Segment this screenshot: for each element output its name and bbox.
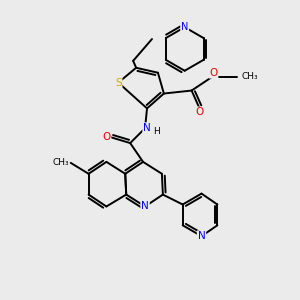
- Text: H: H: [154, 127, 160, 136]
- Text: CH₃: CH₃: [241, 72, 258, 81]
- Text: N: N: [143, 123, 151, 133]
- Text: O: O: [102, 132, 110, 142]
- Text: N: N: [198, 231, 206, 241]
- Text: O: O: [209, 68, 217, 78]
- Text: S: S: [115, 78, 122, 88]
- Text: N: N: [141, 202, 149, 212]
- Text: O: O: [195, 107, 204, 117]
- Text: N: N: [181, 22, 188, 32]
- Text: CH₃: CH₃: [52, 158, 69, 167]
